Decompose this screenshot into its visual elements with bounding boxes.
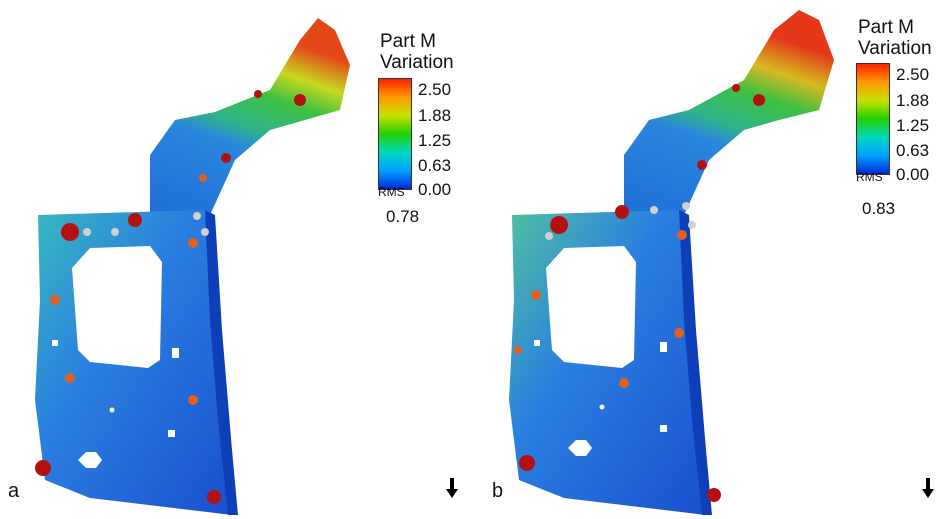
rms-value: 0.83 — [862, 199, 896, 218]
scale-tick: 2.50 — [896, 65, 930, 84]
legend-title-line1: Part M — [380, 31, 436, 52]
scale-tick: 0.00 — [418, 180, 452, 199]
panel-a: Part M Variation 2.50 1.88 1.25 0.63 RMS… — [8, 18, 458, 515]
rms-label: RMS — [856, 170, 883, 184]
scale-tick: 1.25 — [418, 131, 452, 150]
scale-tick: 0.00 — [896, 165, 930, 184]
scale-tick: 1.25 — [896, 116, 930, 135]
scale-tick: 0.63 — [896, 141, 930, 160]
rms-value: 0.78 — [386, 207, 420, 226]
scale-tick: 1.88 — [896, 91, 930, 110]
rms-label: RMS — [378, 185, 405, 199]
color-scale-bar — [378, 78, 412, 190]
scale-tick: 1.88 — [418, 106, 452, 125]
down-arrow-icon — [922, 478, 934, 504]
legend-title-line2: Variation — [380, 52, 454, 73]
part-model-a — [35, 18, 350, 515]
legend-title-line2: Variation — [858, 38, 932, 59]
panel-label: b — [492, 480, 504, 502]
down-arrow-icon — [446, 478, 458, 504]
scale-tick: 0.63 — [418, 156, 452, 175]
scale-tick: 2.50 — [418, 80, 452, 99]
legend-title-line1: Part M — [858, 17, 914, 38]
color-scale-bar — [856, 63, 890, 175]
panel-b: Part M Variation 2.50 1.88 1.25 0.63 RMS… — [474, 0, 948, 519]
panel-label: a — [8, 480, 20, 502]
part-model-b — [509, 10, 834, 515]
